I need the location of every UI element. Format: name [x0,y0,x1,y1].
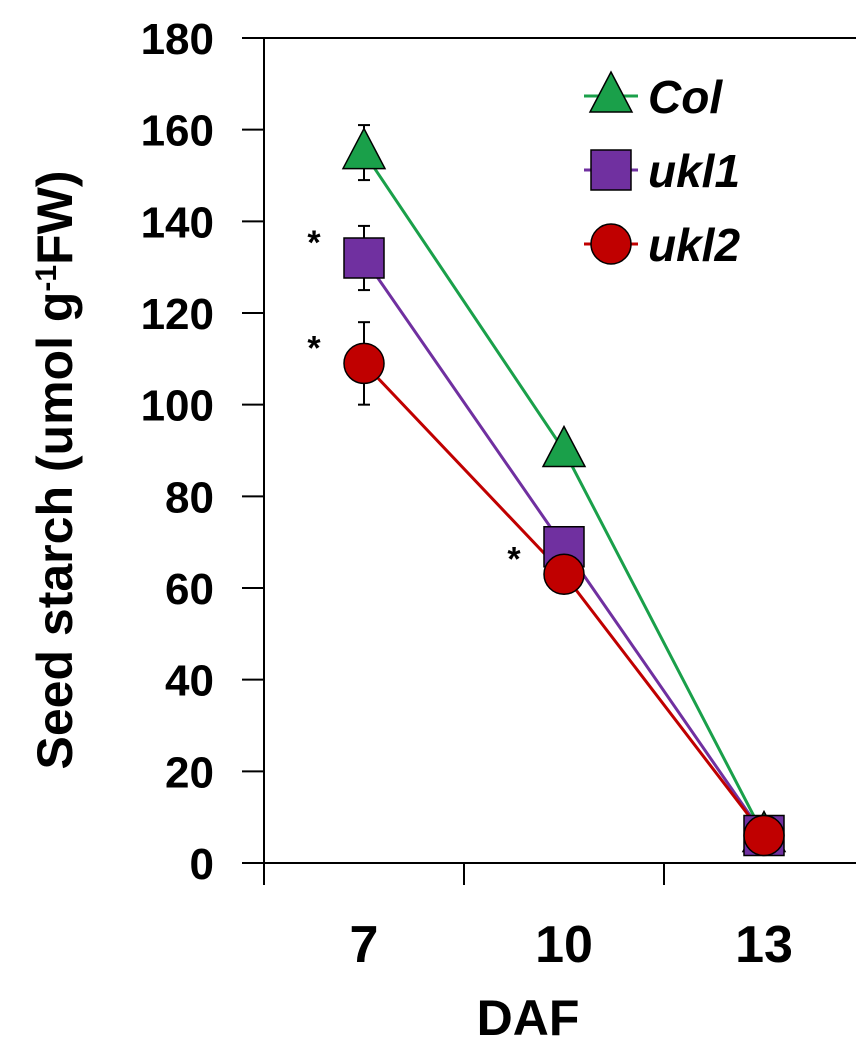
y-tick-label: 120 [141,290,214,339]
legend-marker-ukl2 [590,223,632,265]
significance-star: * [307,224,321,262]
legend-label-ukl1: ukl1 [648,145,740,197]
legend-label-ukl2: ukl2 [648,219,740,271]
legend-marker-ukl1 [590,149,632,191]
data-point-Col [341,126,387,170]
y-tick-label: 160 [141,107,214,156]
y-axis-title-text: Seed starch (umol g-1FW) [27,171,83,770]
y-tick-label: 100 [141,382,214,431]
y-tick-label: 0 [190,840,214,889]
y-tick-label: 60 [165,565,214,614]
y-tick-label: 140 [141,198,214,247]
significance-star: * [507,540,521,578]
y-tick-label: 40 [165,657,214,706]
legend: Col ukl1 ukl2 [584,70,740,271]
data-point-Col [541,424,587,468]
x-axis-title: DAF [477,990,580,1044]
data-point-ukl2 [743,814,785,857]
y-tick-label: 20 [165,748,214,797]
data-point-ukl2 [543,553,585,595]
y-tick-label: 180 [141,15,214,64]
data-point-ukl2 [343,342,385,385]
legend-label-Col: Col [648,71,723,123]
plot-area: 0 20 40 60 80 100 120 140 160 180 7 10 13 * * * [141,15,856,974]
x-tick-label: 13 [735,916,793,974]
significance-star: * [307,329,321,367]
x-tick-label: 10 [535,916,593,974]
y-axis-title: Seed starch (umol g-1FW) [27,171,83,770]
y-tick-label: 80 [165,473,214,522]
data-point-ukl1 [343,237,385,279]
legend-marker-Col [588,70,634,113]
x-tick-label: 7 [350,916,379,974]
